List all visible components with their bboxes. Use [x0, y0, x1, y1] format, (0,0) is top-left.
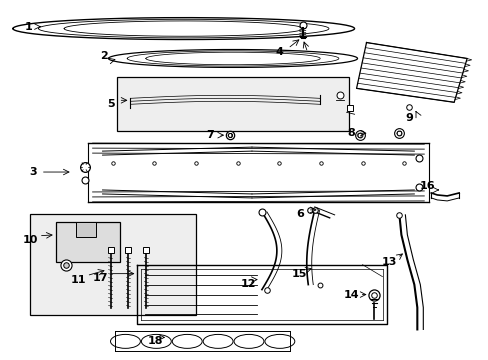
Text: 14: 14 — [343, 289, 359, 300]
Text: 18: 18 — [147, 336, 163, 346]
Text: 4: 4 — [275, 48, 283, 58]
FancyBboxPatch shape — [30, 214, 196, 315]
Text: 2: 2 — [100, 51, 107, 62]
Text: 13: 13 — [381, 257, 396, 267]
Text: 8: 8 — [347, 128, 355, 138]
Bar — [76, 222, 95, 237]
Text: 11: 11 — [71, 275, 86, 285]
Text: 12: 12 — [240, 279, 255, 289]
Text: 1: 1 — [25, 22, 33, 32]
Bar — [56, 222, 120, 262]
Text: 5: 5 — [106, 99, 114, 109]
FancyBboxPatch shape — [117, 77, 348, 131]
Text: 15: 15 — [291, 269, 307, 279]
Text: 3: 3 — [29, 167, 37, 177]
Text: 9: 9 — [405, 113, 412, 123]
Text: 16: 16 — [419, 181, 434, 191]
Text: 7: 7 — [206, 130, 214, 140]
Text: 10: 10 — [23, 235, 39, 245]
Text: 6: 6 — [295, 209, 303, 219]
Text: 17: 17 — [93, 273, 108, 283]
